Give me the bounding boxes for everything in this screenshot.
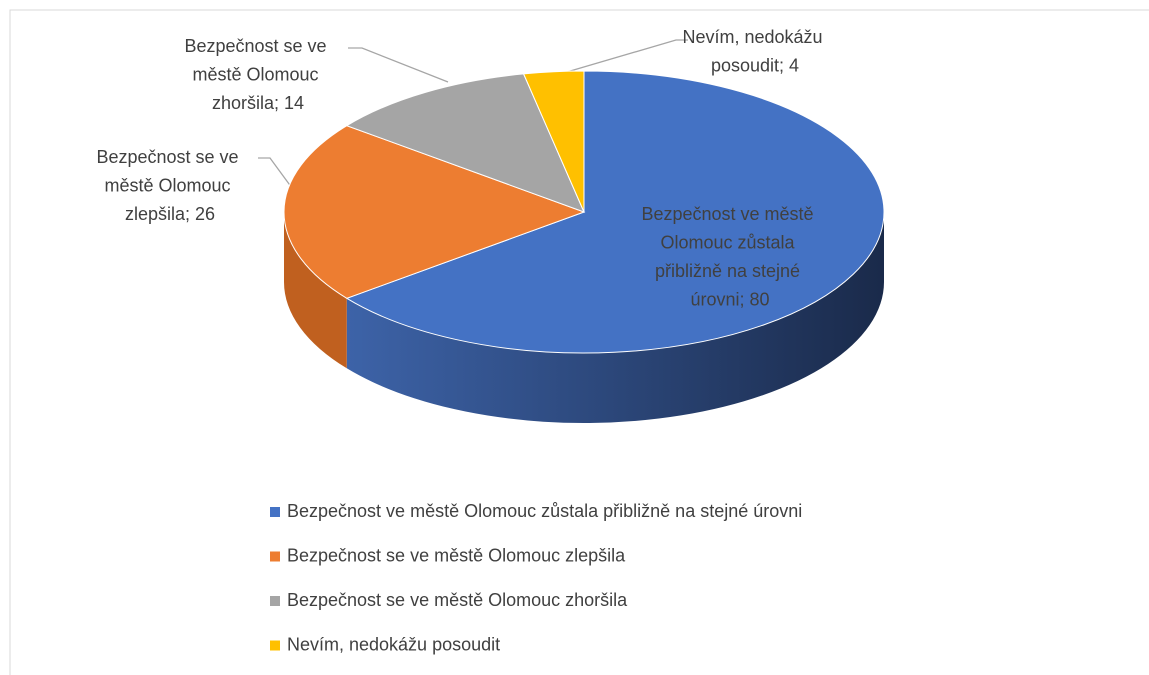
- slice: [522, 70, 585, 213]
- legend-label: Bezpečnost ve městě Olomouc zůstala přib…: [287, 501, 802, 521]
- slice: [345, 73, 585, 213]
- legend-swatch: [270, 640, 280, 651]
- slice-side: [284, 212, 347, 369]
- legend-label: Nevím, nedokážu posoudit: [287, 634, 500, 654]
- legend-label: Bezpečnost se ve městě Olomouc zlepšila: [287, 545, 626, 565]
- data-label: Bezpečnost se ve městě Olomouc zlepšila;…: [96, 147, 243, 224]
- slice-side: [346, 212, 884, 423]
- data-label: Bezpečnost se ve městě Olomouc zhoršila;…: [184, 36, 331, 113]
- legend-swatch: [270, 551, 280, 562]
- legend-label: Bezpečnost se ve městě Olomouc zhoršila: [287, 590, 628, 610]
- data-label: Bezpečnost ve městě Olomouc zůstala přib…: [641, 204, 818, 310]
- legend-swatch: [270, 596, 280, 606]
- leader-lines: [258, 39, 688, 189]
- data-label: Nevím, nedokážu posoudit; 4: [682, 27, 827, 76]
- slice: [283, 125, 586, 299]
- slice: [345, 70, 885, 354]
- chart-border: [9, 9, 1149, 675]
- legend-swatch: [270, 507, 280, 517]
